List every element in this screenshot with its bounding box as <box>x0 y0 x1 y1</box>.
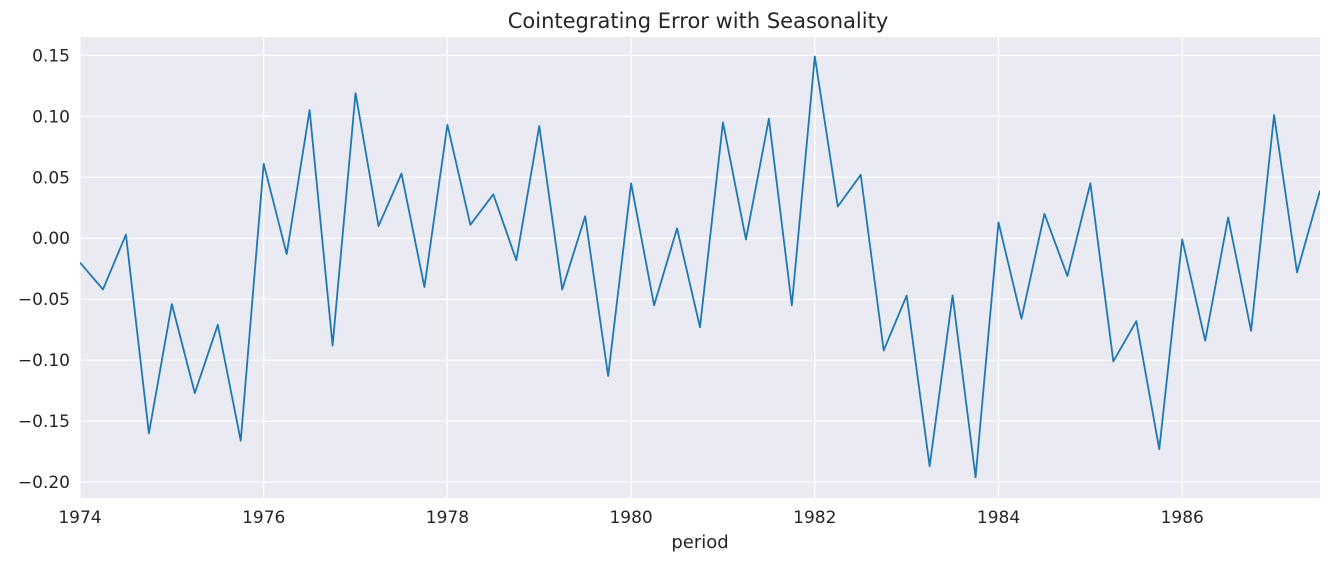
x-axis-label: period <box>671 532 728 553</box>
series-line <box>80 55 1320 479</box>
y-tick-label: 0.00 <box>32 229 70 249</box>
chart-title: Cointegrating Error with Seasonality <box>508 9 889 33</box>
x-tick-label: 1976 <box>242 508 285 528</box>
y-tick-label: −0.15 <box>18 412 70 432</box>
grid-lines <box>79 37 1320 498</box>
y-tick-labels: 0.15 0.10 0.05 0.00 −0.05 −0.10 −0.15 −0.20 <box>18 46 70 493</box>
x-tick-label: 1978 <box>426 508 469 528</box>
y-tick-label: −0.20 <box>18 473 70 493</box>
plot-area <box>80 37 1320 498</box>
x-tick-labels: 1974 1976 1978 1980 1982 1984 1986 <box>58 508 1203 528</box>
y-tick-label: −0.05 <box>18 290 70 310</box>
x-tick-label: 1974 <box>58 508 101 528</box>
x-tick-label: 1982 <box>793 508 836 528</box>
y-tick-label: 0.10 <box>32 107 70 127</box>
x-tick-label: 1984 <box>977 508 1020 528</box>
x-tick-label: 1980 <box>609 508 652 528</box>
y-tick-label: 0.15 <box>32 46 70 66</box>
y-tick-label: −0.10 <box>18 351 70 371</box>
x-tick-label: 1986 <box>1161 508 1204 528</box>
series-layer <box>80 55 1320 479</box>
y-tick-label: 0.05 <box>32 168 70 188</box>
